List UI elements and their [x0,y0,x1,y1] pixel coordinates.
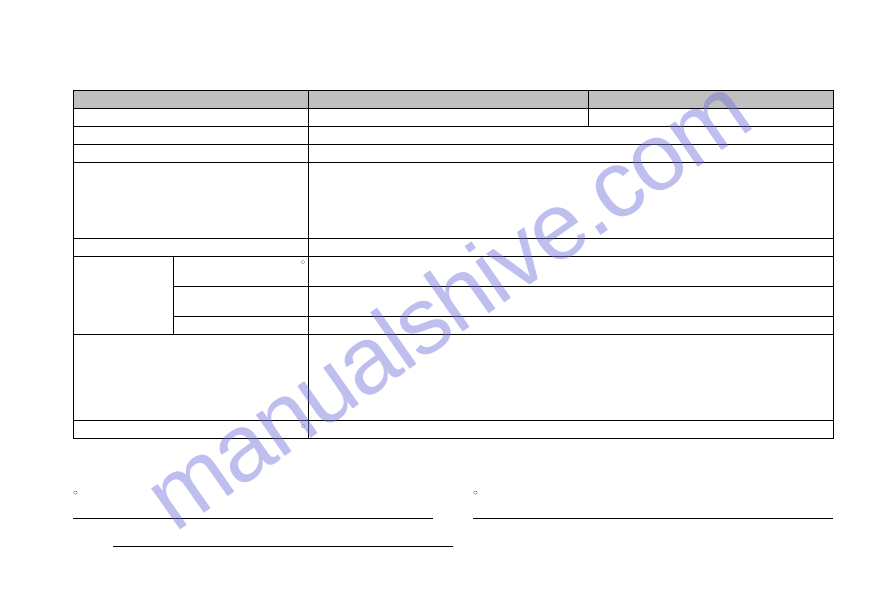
cell-r2c2 [309,127,834,145]
th-col1 [74,91,309,109]
cell-r6b [309,257,834,287]
cell-r1c1 [74,109,309,127]
cell-r3c1 [74,145,309,163]
cell-r6a: ○ [174,257,309,287]
cell-r10c2 [309,421,834,439]
cell-r10c1: ○ [74,421,309,439]
note-mark-icon: ○ [301,259,305,266]
th-col3 [589,91,834,109]
footnote-mark-icon: ○ [73,488,78,497]
cell-r4c1 [74,163,309,239]
footnote-rule [473,505,833,519]
footnote-rule [73,505,433,519]
cell-r7b [309,287,834,317]
footnote-mark-icon: ○ [473,488,478,497]
cell-r4c2 [309,163,834,239]
cell-r8b [309,317,834,335]
cell-r5c2 [309,239,834,257]
cell-r9c2 [309,335,834,421]
footnotes: ○ ○ [73,488,833,547]
cell-r8a [174,317,309,335]
cell-r2c1 [74,127,309,145]
cell-r5c1 [74,239,309,257]
spec-table: ○ ○ [73,90,834,439]
note-mark-icon: ○ [301,423,305,430]
th-col2 [309,91,589,109]
cell-r1c2b [589,109,834,127]
cell-r6c1 [74,257,174,335]
footnote-rule [113,533,453,547]
cell-r3c2 [309,145,834,163]
cell-r1c2a [309,109,589,127]
cell-r9c1 [74,335,309,421]
cell-r7a [174,287,309,317]
